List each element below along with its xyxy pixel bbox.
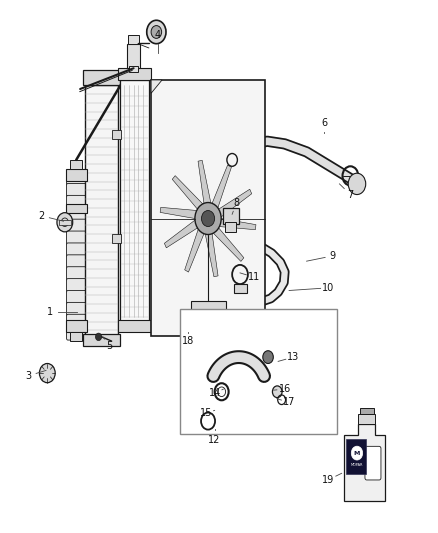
- Text: 16: 16: [279, 384, 291, 394]
- FancyBboxPatch shape: [67, 326, 86, 340]
- Bar: [128, 35, 139, 44]
- FancyBboxPatch shape: [365, 446, 381, 480]
- Polygon shape: [198, 160, 212, 206]
- Text: 18: 18: [182, 336, 194, 346]
- Polygon shape: [212, 228, 244, 261]
- Polygon shape: [219, 189, 252, 219]
- Bar: [127, 44, 140, 68]
- Bar: [120, 80, 149, 322]
- Polygon shape: [172, 176, 205, 209]
- Circle shape: [351, 446, 363, 460]
- Bar: [83, 334, 120, 346]
- Bar: [83, 70, 120, 85]
- Bar: [112, 234, 121, 243]
- Text: 12: 12: [208, 435, 221, 445]
- Text: M: M: [354, 450, 360, 456]
- Bar: [223, 208, 239, 224]
- Bar: [360, 408, 374, 414]
- Text: 7: 7: [347, 190, 353, 199]
- Bar: [70, 160, 82, 169]
- Circle shape: [151, 26, 162, 38]
- Text: 10: 10: [322, 283, 335, 293]
- Circle shape: [57, 213, 73, 232]
- Bar: [129, 66, 138, 72]
- Circle shape: [201, 211, 215, 227]
- Text: 9: 9: [330, 251, 336, 261]
- FancyBboxPatch shape: [67, 231, 86, 245]
- Polygon shape: [344, 424, 385, 501]
- Text: 15: 15: [200, 408, 212, 418]
- FancyBboxPatch shape: [67, 243, 86, 257]
- Bar: [66, 320, 87, 332]
- Polygon shape: [164, 219, 198, 248]
- Bar: [151, 80, 265, 336]
- Circle shape: [348, 173, 366, 195]
- Circle shape: [95, 333, 102, 341]
- Text: 1: 1: [47, 307, 53, 317]
- FancyBboxPatch shape: [67, 183, 86, 197]
- Text: 4: 4: [155, 30, 161, 39]
- Polygon shape: [217, 219, 256, 230]
- FancyBboxPatch shape: [67, 219, 86, 233]
- Circle shape: [195, 203, 221, 235]
- Text: 5: 5: [106, 342, 113, 351]
- FancyBboxPatch shape: [67, 196, 86, 209]
- Bar: [85, 85, 118, 336]
- FancyBboxPatch shape: [67, 255, 86, 269]
- Text: 19: 19: [322, 475, 335, 484]
- Polygon shape: [185, 227, 204, 272]
- Text: 17: 17: [283, 398, 295, 407]
- Bar: [358, 414, 375, 424]
- Circle shape: [272, 386, 282, 398]
- Bar: [70, 332, 82, 341]
- Circle shape: [39, 364, 55, 383]
- Text: 3: 3: [25, 371, 32, 381]
- Bar: [66, 169, 87, 181]
- Text: 14: 14: [208, 389, 221, 398]
- Text: MOPAR: MOPAR: [351, 464, 363, 467]
- Polygon shape: [160, 207, 199, 219]
- Bar: [118, 320, 151, 332]
- Bar: [118, 68, 151, 80]
- Circle shape: [147, 20, 166, 44]
- FancyBboxPatch shape: [67, 172, 86, 185]
- Bar: [346, 439, 366, 474]
- FancyBboxPatch shape: [67, 266, 86, 280]
- Text: 11: 11: [248, 272, 260, 282]
- Text: 13: 13: [287, 352, 300, 362]
- Circle shape: [155, 155, 261, 282]
- Text: 6: 6: [321, 118, 327, 127]
- Bar: [66, 204, 87, 213]
- Polygon shape: [212, 165, 231, 211]
- Bar: [234, 284, 247, 293]
- Text: 8: 8: [233, 198, 240, 207]
- Bar: [112, 130, 121, 139]
- Polygon shape: [151, 80, 162, 93]
- Bar: [59, 220, 71, 225]
- FancyBboxPatch shape: [67, 207, 86, 221]
- FancyBboxPatch shape: [67, 302, 86, 316]
- Bar: [180, 309, 337, 434]
- FancyBboxPatch shape: [67, 290, 86, 304]
- FancyBboxPatch shape: [67, 314, 86, 328]
- Polygon shape: [205, 231, 218, 277]
- FancyBboxPatch shape: [67, 279, 86, 293]
- Text: 2: 2: [39, 211, 45, 221]
- Bar: [191, 301, 226, 336]
- Bar: [225, 222, 236, 232]
- Circle shape: [263, 351, 273, 364]
